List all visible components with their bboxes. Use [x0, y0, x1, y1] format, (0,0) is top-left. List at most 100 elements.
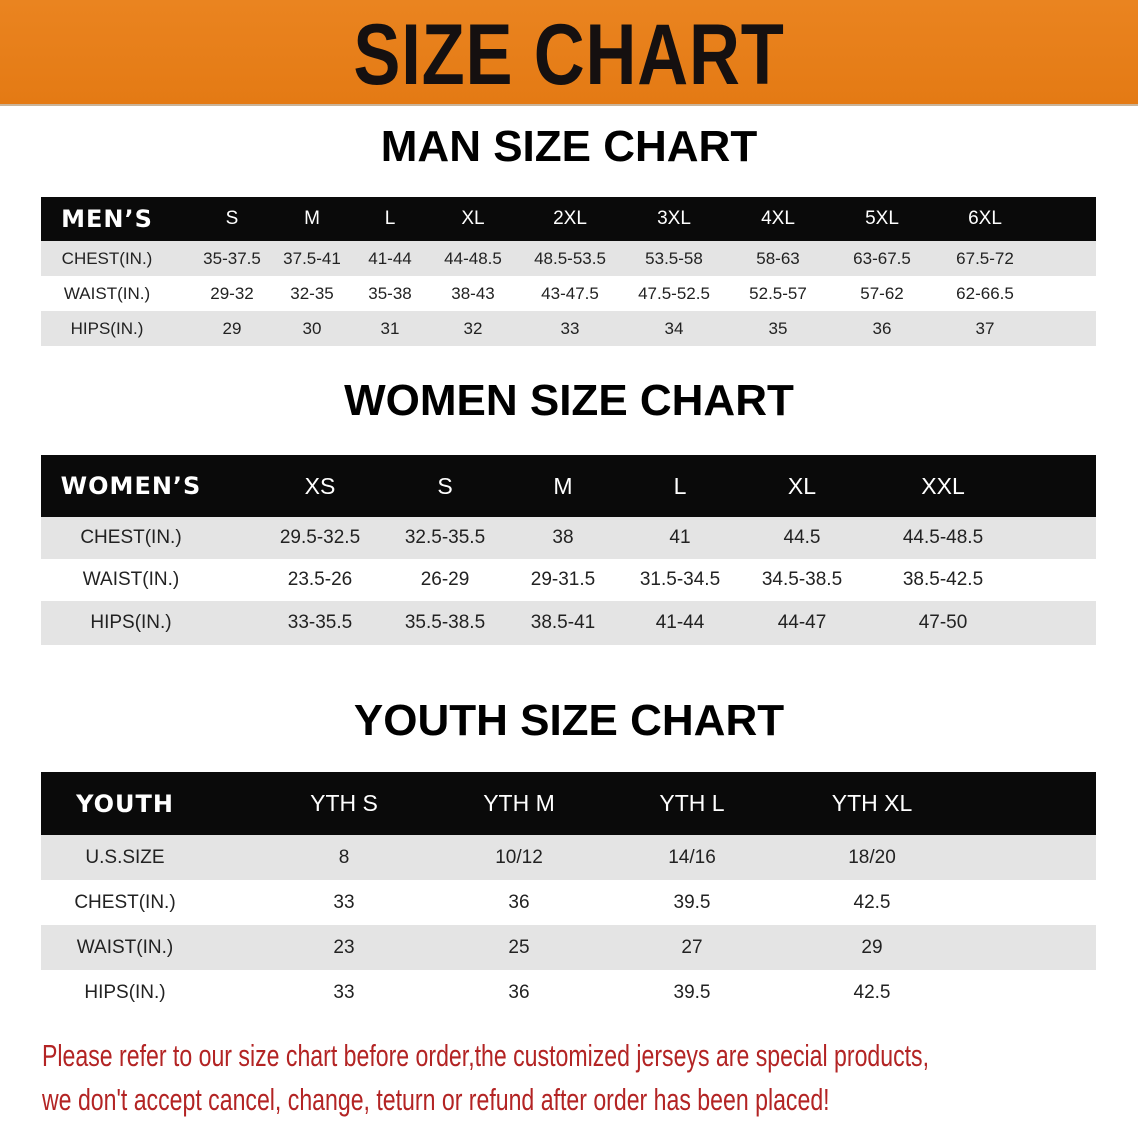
size-header-cell: YTH S	[310, 790, 378, 816]
size-header-cell: 5XL	[865, 208, 899, 229]
measurement-value: 35-37.5	[203, 248, 261, 268]
measurement-value: 36	[508, 981, 530, 1003]
measurement-value: 44-47	[777, 612, 827, 633]
measurement-value: 53.5-58	[645, 248, 703, 268]
measurement-value: 29-32	[210, 283, 254, 303]
measurement-value: 33	[333, 891, 355, 913]
measurement-value: 32-35	[290, 283, 334, 303]
measurement-value: 42.5	[853, 981, 891, 1003]
measurement-value: 34	[664, 318, 684, 338]
measurement-value: 29.5-32.5	[279, 527, 361, 548]
measurement-value: 33-35.5	[287, 612, 353, 633]
measurement-value: 44-48.5	[444, 248, 502, 268]
footer-notice-line-2: we don't accept cancel, change, teturn o…	[42, 1082, 830, 1117]
measurement-value: 33	[333, 981, 355, 1003]
size-header-cell: YTH L	[659, 790, 725, 816]
youth-table-row: U.S.SIZE 8 10/12 14/16 18/20	[41, 835, 1096, 880]
measurement-value: 41-44	[655, 612, 705, 633]
measurement-value: 27	[681, 936, 703, 958]
measurement-value: 36	[872, 318, 892, 338]
measurement-value: 38-43	[451, 283, 495, 303]
measurement-value: 37	[975, 318, 995, 338]
size-header-cell: 2XL	[553, 208, 587, 229]
measurement-value: 10/12	[495, 846, 543, 868]
table-corner-label: WOMEN’S	[60, 472, 202, 500]
measurement-value: 34.5-38.5	[761, 569, 843, 590]
size-header-cell: 4XL	[761, 208, 795, 229]
measurement-value: 52.5-57	[749, 283, 807, 303]
men-header-row: MEN’S S M L XL 2XL 3XL 4XL 5XL 6XL	[41, 197, 1096, 241]
measurement-value: 31.5-34.5	[639, 569, 721, 590]
measurement-value: 31	[380, 318, 400, 338]
measurement-value: 41-44	[368, 248, 412, 268]
youth-table-row: WAIST(IN.) 23 25 27 29	[41, 925, 1096, 970]
women-section-title: WOMEN SIZE CHART	[344, 376, 794, 425]
youth-table-row: HIPS(IN.) 33 36 39.5 42.5	[41, 970, 1096, 1015]
measurement-value: 63-67.5	[853, 248, 911, 268]
measurement-value: 29-31.5	[530, 569, 596, 590]
size-header-cell: XS	[304, 472, 336, 499]
measurement-value: 47-50	[918, 612, 968, 633]
measurement-value: 38.5-41	[530, 612, 596, 633]
measurement-label: WAIST(IN.)	[82, 569, 180, 590]
men-size-table: MEN’S S M L XL 2XL 3XL 4XL 5XL 6XL CHEST(IN.) 35-37…	[41, 197, 1096, 346]
measurement-value: 35-38	[368, 283, 412, 303]
measurement-value: 30	[302, 318, 322, 338]
measurement-label: HIPS(IN.)	[70, 318, 144, 338]
men-table-row: HIPS(IN.) 29 30 31 32 33 34 35 36 37	[41, 311, 1096, 346]
measurement-value: 38	[552, 527, 574, 548]
size-header-cell: S	[225, 208, 239, 229]
table-corner-label: YOUTH	[76, 789, 174, 818]
measurement-label: WAIST(IN.)	[63, 283, 151, 303]
women-header-row: WOMEN’S XS S M L XL XXL	[41, 455, 1096, 517]
size-header-cell: L	[384, 208, 396, 229]
size-header-cell: L	[673, 472, 687, 499]
measurement-value: 57-62	[860, 283, 904, 303]
size-header-cell: M	[553, 472, 573, 499]
measurement-label: U.S.SIZE	[85, 846, 165, 868]
measurement-value: 44.5	[783, 527, 821, 548]
measurement-label: CHEST(IN.)	[80, 527, 182, 548]
measurement-value: 42.5	[853, 891, 891, 913]
measurement-value: 43-47.5	[541, 283, 599, 303]
table-corner-label: MEN’S	[61, 205, 153, 233]
men-table-row: WAIST(IN.) 29-32 32-35 35-38 38-43 43-47.5 47.…	[41, 276, 1096, 311]
measurement-value: 18/20	[848, 846, 896, 868]
measurement-value: 32.5-35.5	[404, 527, 486, 548]
size-header-cell: XL	[461, 208, 485, 229]
men-section-title: MAN SIZE CHART	[380, 122, 758, 171]
women-table-row: HIPS(IN.) 33-35.5 35.5-38.5 38.5-41 41-44 44-…	[41, 601, 1096, 645]
measurement-label: WAIST(IN.)	[76, 936, 174, 958]
size-header-cell: XXL	[921, 472, 965, 499]
men-table-row: CHEST(IN.) 35-37.5 37.5-41 41-44 44-48.5 48.5…	[41, 241, 1096, 276]
measurement-value: 23.5-26	[287, 569, 353, 590]
measurement-value: 26-29	[420, 569, 470, 590]
measurement-value: 37.5-41	[283, 248, 341, 268]
measurement-value: 23	[333, 936, 355, 958]
measurement-value: 39.5	[673, 981, 711, 1003]
measurement-value: 8	[338, 846, 350, 868]
size-header-cell: 6XL	[968, 208, 1002, 229]
measurement-value: 58-63	[756, 248, 800, 268]
measurement-label: CHEST(IN.)	[61, 248, 153, 268]
youth-section-title: YOUTH SIZE CHART	[353, 696, 785, 745]
women-table-row: WAIST(IN.) 23.5-26 26-29 29-31.5 31.5-34.5 34…	[41, 559, 1096, 601]
measurement-value: 39.5	[673, 891, 711, 913]
measurement-value: 25	[508, 936, 530, 958]
banner: SIZE CHART	[0, 0, 1138, 106]
footer-notice-line-1: Please refer to our size chart before or…	[42, 1038, 930, 1073]
size-header-cell: S	[437, 472, 453, 499]
size-header-cell: XL	[787, 472, 817, 499]
measurement-value: 32	[463, 318, 483, 338]
size-header-cell: YTH M	[483, 790, 555, 816]
measurement-value: 29	[222, 318, 242, 338]
youth-table-row: CHEST(IN.) 33 36 39.5 42.5	[41, 880, 1096, 925]
measurement-value: 41	[669, 527, 691, 548]
measurement-value: 48.5-53.5	[534, 248, 606, 268]
measurement-value: 35	[768, 318, 788, 338]
measurement-label: HIPS(IN.)	[90, 612, 172, 633]
women-table-row: CHEST(IN.) 29.5-32.5 32.5-35.5 38 41 44.5 44.5…	[41, 517, 1096, 559]
size-header-cell: YTH XL	[831, 790, 913, 816]
measurement-value: 62-66.5	[956, 283, 1014, 303]
measurement-label: CHEST(IN.)	[74, 891, 176, 913]
